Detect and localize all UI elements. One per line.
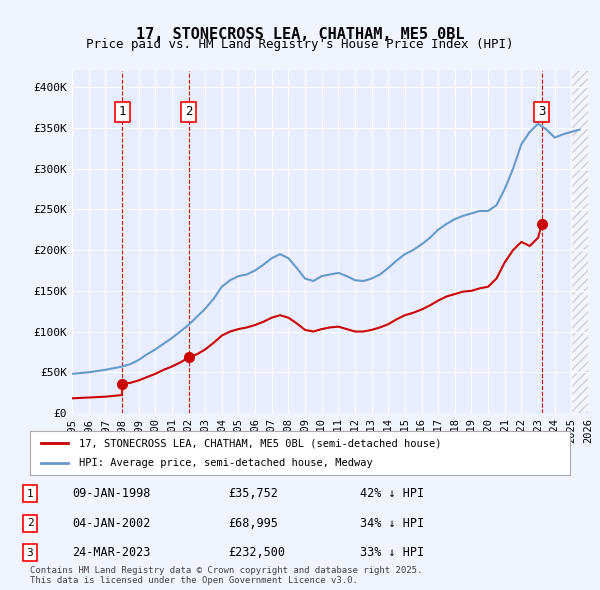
Text: £35,752: £35,752 bbox=[228, 487, 278, 500]
Text: 04-JAN-2002: 04-JAN-2002 bbox=[72, 517, 151, 530]
Text: 1: 1 bbox=[26, 489, 34, 499]
Text: Price paid vs. HM Land Registry's House Price Index (HPI): Price paid vs. HM Land Registry's House … bbox=[86, 38, 514, 51]
Text: 33% ↓ HPI: 33% ↓ HPI bbox=[360, 546, 424, 559]
Text: 34% ↓ HPI: 34% ↓ HPI bbox=[360, 517, 424, 530]
Text: 3: 3 bbox=[26, 548, 34, 558]
Text: 1: 1 bbox=[119, 106, 126, 119]
Text: 17, STONECROSS LEA, CHATHAM, ME5 0BL: 17, STONECROSS LEA, CHATHAM, ME5 0BL bbox=[136, 27, 464, 41]
Text: Contains HM Land Registry data © Crown copyright and database right 2025.
This d: Contains HM Land Registry data © Crown c… bbox=[30, 566, 422, 585]
Text: 42% ↓ HPI: 42% ↓ HPI bbox=[360, 487, 424, 500]
Text: 2: 2 bbox=[26, 519, 34, 528]
Text: HPI: Average price, semi-detached house, Medway: HPI: Average price, semi-detached house,… bbox=[79, 458, 373, 467]
Text: 2: 2 bbox=[185, 106, 193, 119]
Text: £232,500: £232,500 bbox=[228, 546, 285, 559]
Text: 17, STONECROSS LEA, CHATHAM, ME5 0BL (semi-detached house): 17, STONECROSS LEA, CHATHAM, ME5 0BL (se… bbox=[79, 438, 441, 448]
Text: 3: 3 bbox=[538, 106, 545, 119]
Text: 09-JAN-1998: 09-JAN-1998 bbox=[72, 487, 151, 500]
Text: 24-MAR-2023: 24-MAR-2023 bbox=[72, 546, 151, 559]
Text: £68,995: £68,995 bbox=[228, 517, 278, 530]
